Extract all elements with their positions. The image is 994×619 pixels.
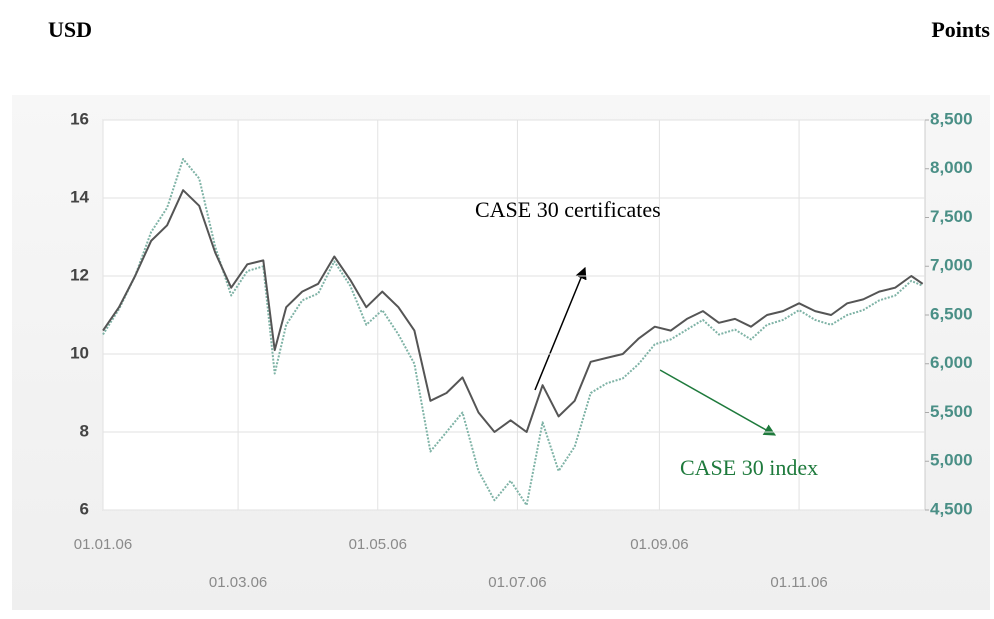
x-tick-label: 01.01.06 bbox=[74, 536, 132, 553]
y-tick-label: 8 bbox=[80, 421, 89, 440]
y-tick-label: 6 bbox=[80, 499, 89, 518]
annotation: CASE 30 certificates bbox=[475, 197, 661, 222]
x-tick-label: 01.11.06 bbox=[770, 574, 827, 591]
y-tick-label: 10 bbox=[70, 343, 89, 362]
x-tick-label: 01.03.06 bbox=[209, 574, 267, 591]
plot-area bbox=[102, 119, 926, 511]
series-line bbox=[102, 189, 924, 433]
x-tick-label: 01.07.06 bbox=[488, 574, 546, 591]
y-axis-label: USD bbox=[48, 17, 92, 42]
y-tick-label: 12 bbox=[70, 265, 89, 284]
y2-tick-label: 5,500 bbox=[930, 402, 973, 421]
x-tick-label: 01.09.06 bbox=[630, 536, 688, 553]
series-line bbox=[102, 158, 924, 507]
y-tick-label: 14 bbox=[70, 187, 89, 206]
y2-tick-label: 5,000 bbox=[930, 451, 973, 470]
y2-axis-label: Points bbox=[931, 17, 990, 42]
annotation: CASE 30 index bbox=[680, 455, 818, 480]
y2-tick-label: 6,500 bbox=[930, 304, 973, 323]
y2-tick-label: 6,000 bbox=[930, 353, 973, 372]
y2-tick-label: 7,500 bbox=[930, 207, 973, 226]
annotation-arrow bbox=[534, 266, 587, 391]
y2-tick-label: 4,500 bbox=[930, 499, 973, 518]
y2-tick-label: 8,500 bbox=[930, 109, 973, 128]
x-tick-label: 01.05.06 bbox=[349, 536, 407, 553]
annotation-arrow bbox=[659, 369, 777, 436]
y2-tick-label: 8,000 bbox=[930, 158, 973, 177]
y-tick-label: 16 bbox=[70, 109, 89, 128]
y2-tick-label: 7,000 bbox=[930, 256, 973, 275]
